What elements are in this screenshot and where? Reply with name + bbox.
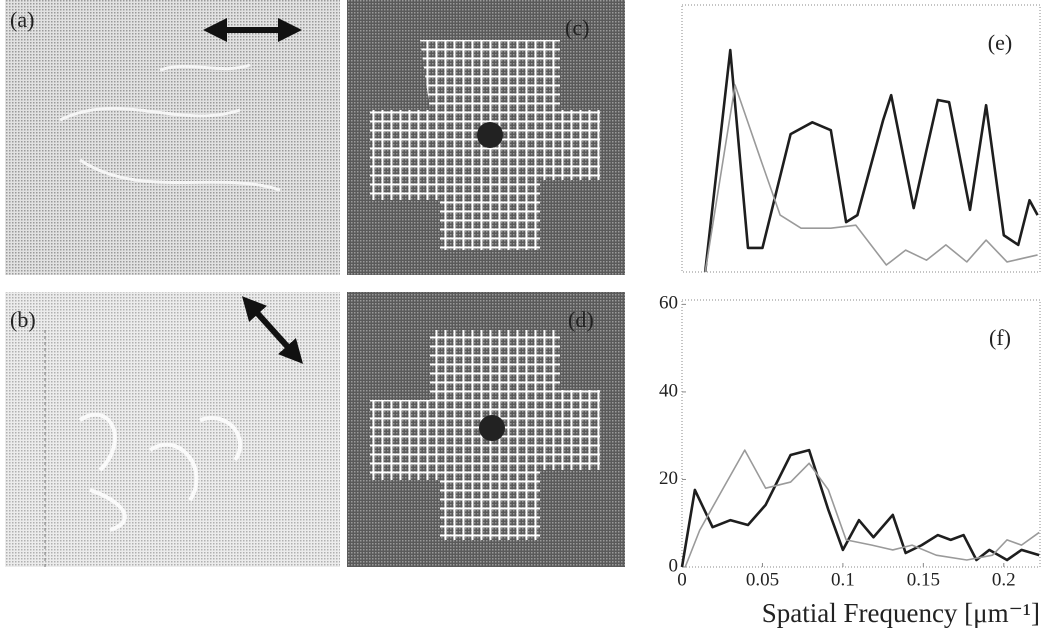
image-detail [78,412,242,532]
y-tick-label: 20 [659,468,678,489]
y-tick-label: 0 [669,555,679,576]
image-detail [479,415,505,441]
image-a [5,0,340,275]
panel-label: (c) [565,15,589,40]
panel-label: (b) [10,307,36,332]
x-axis-label: Spatial Frequency [μm⁻¹] [762,598,1040,628]
panel-label: (d) [568,307,594,332]
plot-frame [681,299,1041,568]
panel-label: (a) [10,7,34,32]
panel-label: (e) [988,30,1012,55]
polarization-arrow [241,296,304,364]
panel-label: (f) [989,325,1011,350]
data-line [704,84,1038,273]
image-b [5,292,340,567]
x-tick-label: 0.05 [746,569,779,590]
x-tick-label: 0.2 [992,569,1016,590]
data-line [703,48,1039,273]
x-tick-label: 0.1 [831,569,855,590]
plot-frame [681,4,1041,273]
y-tick-label: 60 [659,293,678,314]
x-tick-label: 0 [677,569,687,590]
y-tick-label: 40 [659,380,678,401]
image-detail [477,122,503,148]
data-line [684,449,1040,568]
image-detail [59,63,281,192]
x-tick-label: 0.15 [907,569,940,590]
